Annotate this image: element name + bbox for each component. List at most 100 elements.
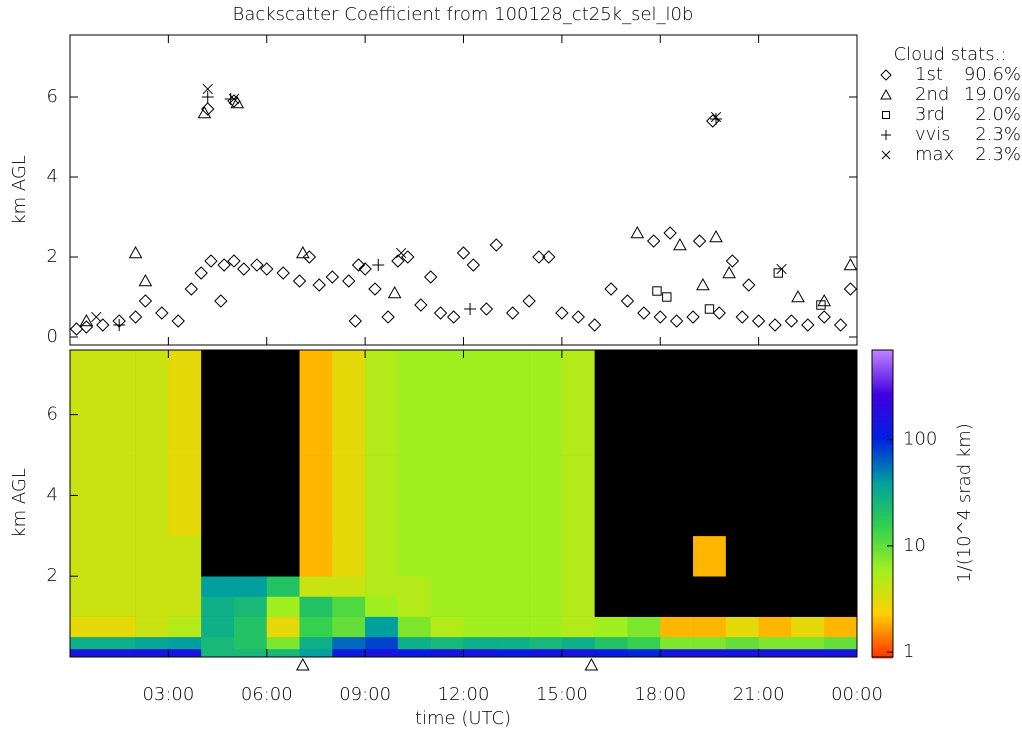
point: [735, 310, 749, 324]
heatmap-cell: [693, 648, 727, 658]
heatmap-cell: [758, 535, 792, 577]
colorbar-segment: [872, 600, 893, 603]
heatmap-cell: [660, 616, 694, 638]
colorbar-segment: [872, 556, 893, 559]
colorbar-segment: [872, 420, 893, 423]
heatmap-cell: [463, 576, 497, 597]
point: [604, 282, 618, 296]
heatmap-cell: [397, 576, 432, 597]
point: [801, 318, 815, 332]
point: [882, 111, 890, 119]
heatmap-cell: [725, 576, 759, 597]
point: [773, 268, 783, 278]
colorbar-segment: [872, 586, 893, 589]
heatmap-cell: [266, 535, 300, 577]
heatmap-cell: [299, 648, 333, 658]
colorbar-segment: [872, 566, 893, 569]
heatmap-cell: [365, 350, 399, 456]
point: [224, 93, 237, 105]
point: [368, 282, 382, 296]
heatmap-cell: [791, 616, 825, 638]
point: [843, 282, 858, 296]
colorbar-segment: [872, 370, 893, 373]
colorbar-segment: [872, 418, 893, 421]
colorbar-segment: [872, 360, 893, 363]
colorbar-segment: [872, 632, 893, 635]
colorbar-segment: [872, 508, 893, 511]
heatmap-cell: [299, 455, 333, 537]
colorbar-segment: [872, 358, 893, 361]
heatmap-cell: [791, 350, 825, 456]
point: [843, 257, 858, 271]
heatmap-cell: [660, 648, 694, 658]
colorbar-segment: [872, 570, 893, 573]
heatmap-cell: [135, 648, 169, 658]
colorbar-segment: [872, 636, 893, 639]
point: [227, 254, 241, 268]
heatmap-cell: [135, 616, 169, 638]
heatmap-cell: [70, 636, 104, 650]
heatmap-cell: [135, 535, 169, 577]
point: [709, 113, 722, 125]
colorbar-segment: [872, 470, 893, 473]
colorbar-segment: [872, 460, 893, 463]
heatmap-cell: [529, 455, 563, 537]
colorbar-segment: [872, 492, 893, 495]
colorbar-segment: [872, 406, 893, 409]
colorbar-segment: [872, 452, 893, 455]
colorbar-segment: [872, 602, 893, 605]
colorbar-tick-label: 10: [903, 535, 926, 556]
heatmap-cell: [233, 596, 268, 617]
colorbar-segment: [872, 640, 893, 643]
colorbar-segment: [872, 626, 893, 629]
point: [396, 247, 407, 259]
heatmap-cell: [135, 455, 169, 537]
heatmap-cell: [627, 648, 661, 658]
colorbar-segment: [872, 526, 893, 529]
point: [880, 69, 892, 81]
point: [138, 273, 153, 287]
heatmap-cell: [693, 616, 727, 638]
heatmap-cell: [332, 576, 366, 597]
heatmap-cell: [496, 596, 530, 617]
heatmap-cell: [496, 648, 530, 658]
point: [712, 306, 726, 320]
colorbar-segment: [872, 448, 893, 451]
heatmap-cell: [102, 616, 136, 638]
colorbar-segment: [872, 498, 893, 501]
heatmap-cell: [299, 596, 333, 617]
point: [201, 102, 215, 116]
heatmap-cell: [496, 576, 530, 597]
point: [768, 318, 782, 332]
colorbar-segment: [872, 410, 893, 413]
heatmap-cell: [168, 616, 202, 638]
heatmap-cell: [397, 616, 432, 638]
colorbar-segment: [872, 396, 893, 399]
point: [479, 302, 494, 316]
point: [776, 263, 787, 275]
heatmap-cell: [266, 576, 300, 597]
heatmap-cell: [561, 535, 595, 577]
x-tick-label: 09:00: [339, 684, 391, 705]
heatmap-cell: [397, 596, 432, 617]
point: [742, 278, 756, 292]
point: [79, 320, 94, 334]
colorbar-segment: [872, 628, 893, 631]
heatmap-cell: [266, 455, 300, 537]
colorbar-segment: [872, 574, 893, 577]
colorbar-segment: [872, 530, 893, 533]
point: [138, 294, 153, 308]
colorbar-segment: [872, 642, 893, 645]
colorbar-segment: [872, 404, 893, 407]
heatmap-cell: [627, 636, 661, 650]
heatmap-cell: [463, 350, 497, 456]
heatmap-cell: [70, 648, 104, 658]
colorbar-segment: [872, 356, 893, 359]
point: [295, 245, 310, 259]
colorbar-segment: [872, 568, 893, 571]
colorbar-segment: [872, 364, 893, 367]
heatmap-cell: [168, 596, 202, 617]
heatmap-cell: [266, 636, 300, 650]
colorbar-segment: [872, 500, 893, 503]
colorbar-segment: [872, 354, 893, 357]
